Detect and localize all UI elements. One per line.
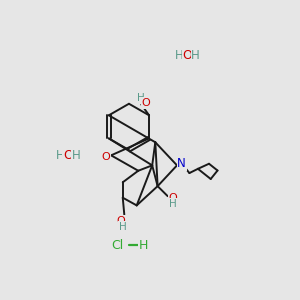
Text: O: O bbox=[63, 149, 73, 162]
Text: H: H bbox=[119, 222, 127, 232]
Text: O: O bbox=[142, 98, 150, 108]
Text: H: H bbox=[191, 49, 200, 62]
Text: H: H bbox=[137, 93, 145, 103]
Text: N: N bbox=[177, 157, 186, 170]
Text: O: O bbox=[169, 193, 178, 203]
Text: H: H bbox=[175, 49, 184, 62]
Text: O: O bbox=[117, 216, 126, 226]
Text: H: H bbox=[169, 199, 177, 209]
Text: O: O bbox=[182, 49, 192, 62]
Text: H: H bbox=[72, 149, 81, 162]
Text: Cl: Cl bbox=[111, 239, 124, 252]
Text: O: O bbox=[101, 152, 110, 162]
Text: H: H bbox=[56, 149, 64, 162]
Text: H: H bbox=[139, 239, 148, 252]
